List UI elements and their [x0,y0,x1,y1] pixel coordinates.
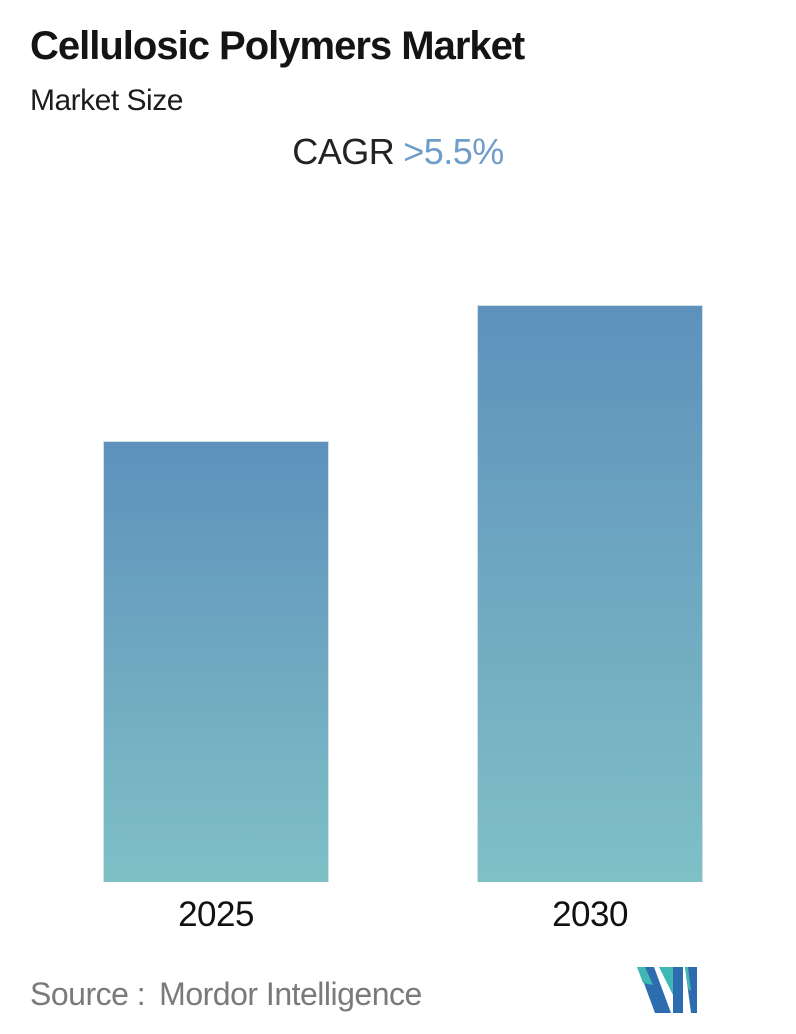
cagr-label: CAGR [292,131,395,172]
bar-slot-2025: 2025 [103,305,329,934]
x-axis-label-2030: 2030 [552,895,628,934]
cagr-annotation: CAGR >5.5% [0,131,796,173]
cagr-value: >5.5% [403,131,504,172]
page-title: Cellulosic Polymers Market [30,24,525,68]
page-subtitle: Market Size [30,84,183,117]
bar-2030 [477,305,703,882]
mordor-intelligence-logo [637,967,697,1013]
bar-chart: 2025 2030 [103,305,703,934]
source-value: Mordor Intelligence [159,976,422,1012]
source-label: Source : [30,976,146,1012]
source-note: Source : Mordor Intelligence [30,976,422,1013]
x-axis-label-2025: 2025 [178,895,254,934]
bar-slot-2030: 2030 [477,305,703,934]
bar-2025 [103,440,329,882]
